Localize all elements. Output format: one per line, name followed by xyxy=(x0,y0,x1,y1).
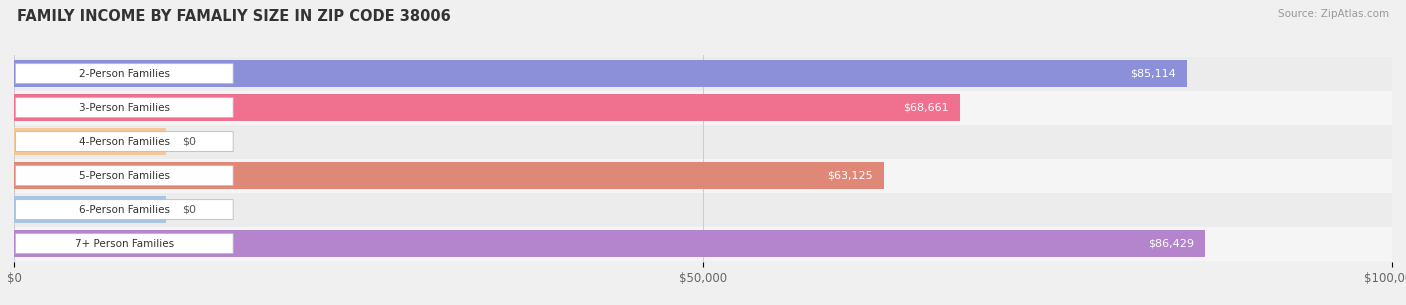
FancyBboxPatch shape xyxy=(15,234,233,253)
Bar xyxy=(14,196,166,223)
Text: $0: $0 xyxy=(183,205,197,215)
Text: FAMILY INCOME BY FAMALIY SIZE IN ZIP CODE 38006: FAMILY INCOME BY FAMALIY SIZE IN ZIP COD… xyxy=(17,9,450,24)
Bar xyxy=(14,230,1205,257)
Bar xyxy=(14,57,1392,91)
Text: 5-Person Families: 5-Person Families xyxy=(79,170,170,181)
Bar xyxy=(14,60,1187,87)
Text: 6-Person Families: 6-Person Families xyxy=(79,205,170,215)
Bar xyxy=(14,162,884,189)
Text: 2-Person Families: 2-Person Families xyxy=(79,69,170,79)
Text: $68,661: $68,661 xyxy=(904,102,949,113)
Bar xyxy=(14,192,1392,227)
FancyBboxPatch shape xyxy=(15,98,233,117)
Bar xyxy=(14,91,1392,125)
Bar xyxy=(14,94,960,121)
Bar xyxy=(14,227,1392,260)
Text: 3-Person Families: 3-Person Families xyxy=(79,102,170,113)
Bar xyxy=(14,125,1392,159)
Text: Source: ZipAtlas.com: Source: ZipAtlas.com xyxy=(1278,9,1389,19)
Text: 7+ Person Families: 7+ Person Families xyxy=(75,239,174,249)
Text: 4-Person Families: 4-Person Families xyxy=(79,137,170,147)
FancyBboxPatch shape xyxy=(15,132,233,152)
Bar xyxy=(14,128,166,155)
FancyBboxPatch shape xyxy=(15,166,233,185)
Text: $85,114: $85,114 xyxy=(1130,69,1175,79)
FancyBboxPatch shape xyxy=(15,200,233,220)
Text: $86,429: $86,429 xyxy=(1147,239,1194,249)
Bar xyxy=(14,159,1392,192)
Text: $63,125: $63,125 xyxy=(827,170,873,181)
Text: $0: $0 xyxy=(183,137,197,147)
FancyBboxPatch shape xyxy=(15,64,233,84)
